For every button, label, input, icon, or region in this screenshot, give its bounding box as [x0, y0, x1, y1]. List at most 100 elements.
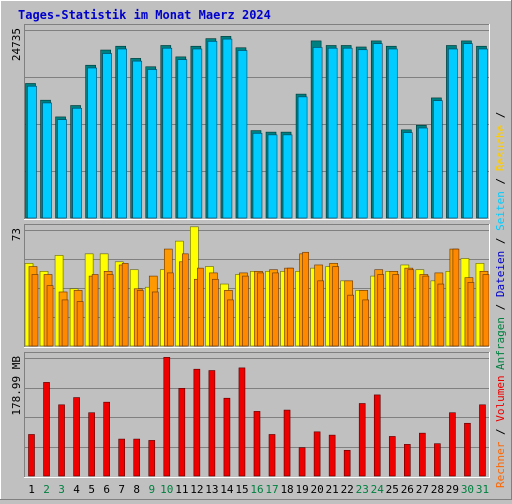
legend-entry: /: [494, 297, 507, 317]
bar-rechner: [272, 272, 279, 347]
bar-dateien: [448, 48, 458, 219]
bar-rechner: [467, 282, 475, 347]
x-tick-label: 30: [461, 483, 474, 496]
bar-volumen: [449, 412, 456, 477]
x-tick-label: 10: [160, 483, 173, 496]
bar-volumen: [328, 434, 336, 477]
bar-volumen: [404, 444, 411, 477]
bar-rechner: [151, 291, 159, 347]
panel-max-label: 178.99 MB: [10, 356, 23, 416]
x-tick-label: 4: [73, 483, 80, 496]
bar-rechner: [212, 278, 219, 347]
x-axis-day-labels: 1 2 3 4 5 6 7 8 9 10 11 12 13 14 15 16 17 18 19 20 21 22 23 24 2…: [28, 483, 489, 496]
bar-rechner: [91, 274, 99, 347]
bar-volumen: [358, 403, 366, 477]
chart-panels: 24735 73 178.99 MB: [10, 24, 490, 478]
bar-volumen: [103, 401, 110, 477]
bar-dateien: [327, 47, 338, 219]
bar-rechner: [377, 274, 385, 347]
legend-entry: Dateien: [494, 251, 507, 297]
bar-volumen: [208, 370, 216, 477]
legend-entry: /: [494, 231, 507, 251]
legend-top-group: Anfragen / Dateien / Seiten / Besuche /: [494, 112, 507, 370]
bar-volumen: [464, 422, 471, 477]
bar-volumen: [313, 431, 321, 477]
x-tick-label: 11: [175, 483, 188, 496]
bar-rechner: [136, 290, 144, 347]
x-tick-label: 28: [431, 483, 444, 496]
bar-rechner: [227, 299, 234, 347]
x-tick-label: 5: [88, 483, 95, 496]
bar-rechner: [76, 301, 84, 347]
x-tick-label: 26: [401, 483, 414, 496]
bar-volumen: [193, 368, 201, 477]
legend-entry: Seiten: [494, 191, 507, 231]
legend-entry: Besuche: [494, 125, 507, 171]
panel-max-label: 24735: [10, 28, 23, 61]
bar-dateien: [357, 49, 368, 219]
bar-volumen: [43, 382, 50, 477]
x-tick-label: 24: [371, 483, 385, 496]
bar-dateien: [147, 69, 158, 219]
bar-rechner: [287, 267, 294, 347]
legend-entry: Anfragen: [494, 317, 507, 370]
x-tick-label: 13: [205, 483, 218, 496]
x-tick-label: 9: [148, 483, 155, 496]
bar-dateien: [237, 50, 248, 219]
legend-entry: /: [494, 422, 507, 442]
bar-rechner: [347, 294, 354, 347]
chart-title: Tages-Statistik im Monat Maerz 2024: [18, 8, 271, 22]
bar-dateien: [342, 47, 353, 219]
bar-rechner: [332, 266, 339, 347]
bar-rechner: [182, 253, 189, 347]
x-tick-label: 19: [295, 483, 308, 496]
bar-dateien: [418, 127, 428, 219]
bar-volumen: [479, 404, 486, 477]
bar-dateien: [463, 43, 473, 219]
bar-dateien: [312, 47, 323, 219]
x-tick-label: 12: [190, 483, 203, 496]
x-tick-label: 8: [133, 483, 140, 496]
x-tick-label: 31: [476, 483, 489, 496]
bar-dateien: [387, 48, 398, 219]
bar-dateien: [87, 67, 97, 219]
legend-bottom-group: Rechner / Volumen: [494, 375, 507, 488]
bar-volumen: [163, 357, 171, 477]
bar-dateien: [433, 100, 443, 219]
bar-rechner: [197, 267, 204, 347]
x-tick-label: 16: [250, 483, 263, 496]
x-tick-label: 21: [326, 483, 339, 496]
x-tick-label: 29: [446, 483, 459, 496]
bar-dateien: [57, 119, 67, 219]
x-tick-label: 18: [280, 483, 293, 496]
panel-volume: 178.99 MB: [10, 352, 490, 478]
bar-volumen: [88, 412, 95, 477]
legend-entry: /: [494, 171, 507, 191]
bar-rechner: [422, 275, 430, 347]
bar-volumen: [73, 397, 80, 477]
bar-volumen: [148, 440, 156, 477]
bar-rechner: [302, 251, 309, 347]
bar-rechner: [407, 269, 415, 347]
bar-volumen: [58, 404, 65, 477]
legend-entry: Rechner: [494, 441, 507, 488]
bar-dateien: [252, 133, 263, 219]
legend-vertical: Anfragen / Dateien / Seiten / Besuche / …: [494, 112, 507, 488]
bar-rechner: [452, 248, 460, 347]
bar-rechner: [166, 272, 174, 347]
bar-dateien: [117, 48, 127, 219]
x-tick-label: 15: [235, 483, 248, 496]
x-tick-label: 22: [341, 483, 354, 496]
x-tick-label: 20: [311, 483, 324, 496]
bar-volumen: [118, 438, 125, 477]
bar-volumen: [133, 438, 141, 477]
bars-requests: [25, 36, 488, 219]
bar-dateien: [177, 59, 188, 219]
bar-dateien: [282, 134, 293, 219]
bar-volumen: [238, 367, 246, 477]
bars-visits: [24, 226, 490, 347]
bar-dateien: [267, 134, 278, 219]
bar-volumen: [388, 436, 396, 477]
bar-rechner: [317, 280, 324, 347]
